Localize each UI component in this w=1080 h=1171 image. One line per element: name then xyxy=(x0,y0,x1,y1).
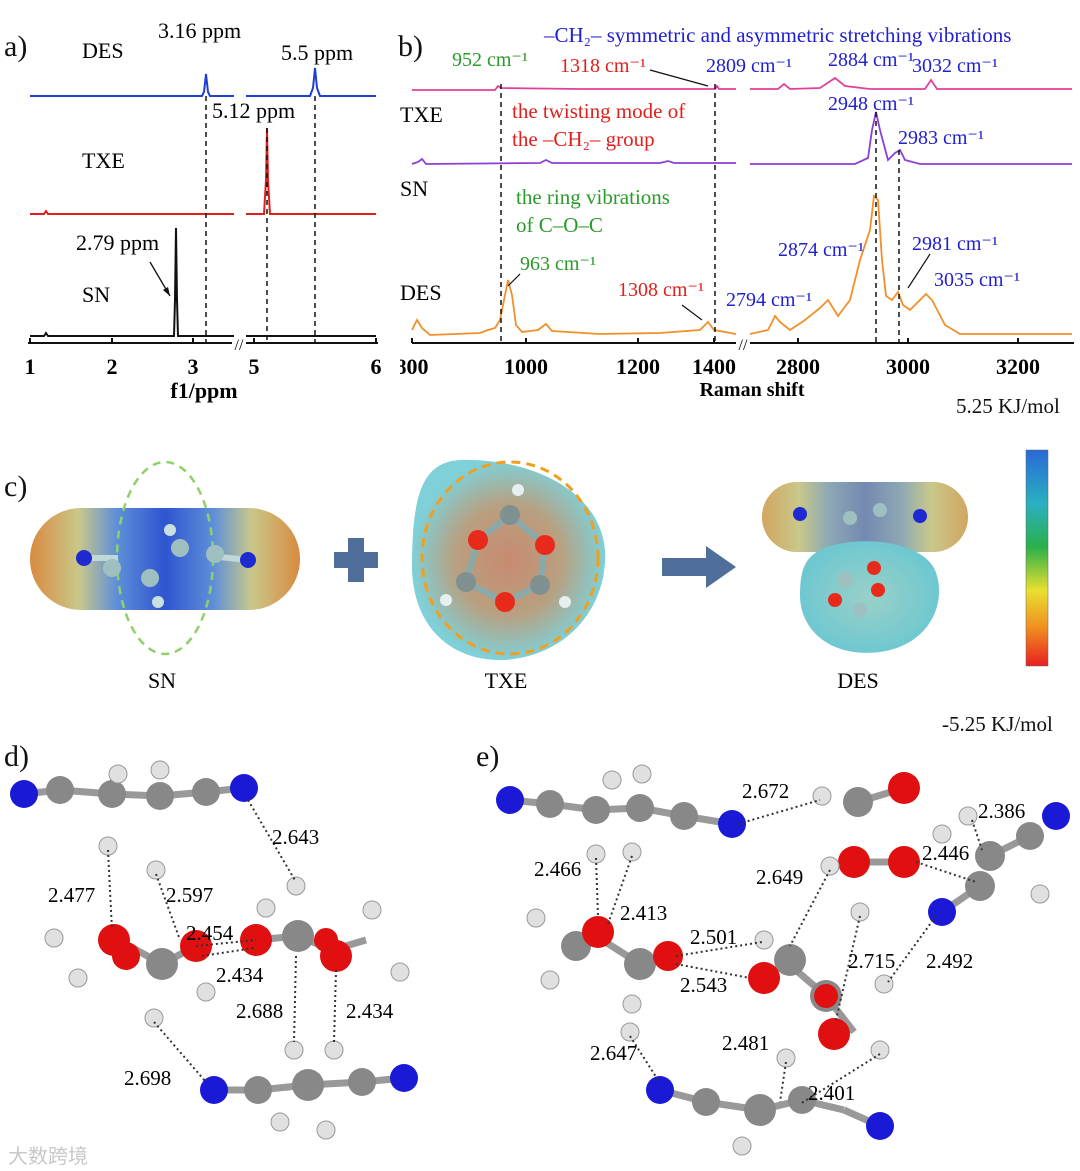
dist-d-5: 2.434 xyxy=(216,963,264,987)
dist-e-4: 2.466 xyxy=(534,857,581,881)
txe-esp-surface xyxy=(412,460,605,660)
nmr-xlabel: f1/ppm xyxy=(170,378,237,403)
raman-chart: 800 1000 1200 1400 2800 3000 3200 // Ram… xyxy=(400,0,1080,410)
dist-d-7: 2.434 xyxy=(346,999,394,1023)
esp-label-sn: SN xyxy=(148,668,176,693)
raman-ann-3032: 3032 cm⁻¹ xyxy=(912,55,998,77)
raman-trace-txe xyxy=(412,78,1072,90)
dist-e-3: 2.446 xyxy=(922,841,969,865)
nmr-peak-sn-279: 2.79 ppm xyxy=(76,230,159,255)
structure-e: 2.672 2.386 2.446 2.466 2.413 2.649 2.50… xyxy=(480,760,1080,1170)
nmr-peak-des-316: 3.16 ppm xyxy=(158,18,241,43)
raman-ann-2948: 2948 cm⁻¹ xyxy=(828,93,914,115)
raman-ann-twist-2: the –CH₂– group xyxy=(512,127,655,151)
nmr-peak-des-55: 5.5 ppm xyxy=(281,40,353,65)
esp-label-txe: TXE xyxy=(485,668,528,693)
dist-e-12: 2.481 xyxy=(722,1031,769,1055)
nmr-tick-1: 1 xyxy=(25,354,36,379)
dist-e-13: 2.401 xyxy=(808,1081,855,1105)
raman-ann-1318: 1318 cm⁻¹ xyxy=(560,55,646,77)
dist-d-4: 2.454 xyxy=(186,921,234,945)
dist-d-3: 2.643 xyxy=(272,825,319,849)
watermark: 大数跨境 xyxy=(8,1140,88,1169)
nmr-tick-6: 6 xyxy=(371,354,382,379)
raman-label-sn: SN xyxy=(400,176,428,201)
raman-ann-ring-2: of C–O–C xyxy=(516,213,603,237)
sn-esp-surface xyxy=(30,462,300,654)
dist-e-2: 2.386 xyxy=(978,799,1025,823)
raman-ann-2981: 2981 cm⁻¹ xyxy=(912,233,998,255)
nmr-chart: 1 2 3 5 6 // f1/ppm DES TXE SN 3.16 ppm … xyxy=(0,0,400,410)
raman-tick-1400: 1400 xyxy=(692,354,736,379)
des-esp-surface xyxy=(762,482,968,653)
nmr-trace-des xyxy=(30,68,376,96)
dist-e-7: 2.501 xyxy=(690,925,737,949)
dist-d-6: 2.688 xyxy=(236,999,283,1023)
esp-color-scale xyxy=(1026,450,1048,666)
raman-label-des: DES xyxy=(400,280,442,305)
raman-tick-1000: 1000 xyxy=(504,354,548,379)
dist-e-9: 2.715 xyxy=(848,949,895,973)
raman-ann-2874: 2874 cm⁻¹ xyxy=(778,239,864,261)
dist-e-5: 2.413 xyxy=(620,901,667,925)
raman-ann-2884: 2884 cm⁻¹ xyxy=(828,49,914,71)
raman-ann-2983: 2983 cm⁻¹ xyxy=(898,127,984,149)
nmr-label-sn: SN xyxy=(82,282,110,307)
nmr-label-txe: TXE xyxy=(82,148,125,173)
raman-tick-800: 800 xyxy=(400,354,429,379)
nmr-axis-break: // xyxy=(235,337,244,354)
nmr-tick-5: 5 xyxy=(249,354,260,379)
raman-ann-twist-1: the twisting mode of xyxy=(512,99,685,123)
dist-d-1: 2.477 xyxy=(48,883,95,907)
raman-tick-3200: 3200 xyxy=(996,354,1040,379)
structure-d: 2.477 2.597 2.643 2.454 2.434 2.688 2.43… xyxy=(0,760,470,1160)
raman-tick-1200: 1200 xyxy=(616,354,660,379)
raman-tick-3000: 3000 xyxy=(886,354,930,379)
esp-label-des: DES xyxy=(837,668,879,693)
raman-label-txe: TXE xyxy=(400,102,443,127)
raman-ann-2809: 2809 cm⁻¹ xyxy=(706,55,792,77)
nmr-peak-txe-512: 5.12 ppm xyxy=(212,98,295,123)
dist-e-10: 2.492 xyxy=(926,949,973,973)
dist-e-1: 2.672 xyxy=(742,779,789,803)
raman-trace-des xyxy=(412,196,1072,335)
raman-title: –CH₂– symmetric and asymmetric stretchin… xyxy=(543,23,1011,47)
nmr-tick-2: 2 xyxy=(107,354,118,379)
nmr-tick-3: 3 xyxy=(188,354,199,379)
nmr-label-des: DES xyxy=(82,38,124,63)
raman-ann-2794: 2794 cm⁻¹ xyxy=(726,289,812,311)
plus-icon xyxy=(334,538,378,582)
dist-d-8: 2.698 xyxy=(124,1066,171,1090)
dist-e-6: 2.649 xyxy=(756,865,803,889)
raman-axis-break: // xyxy=(739,337,748,354)
raman-ann-963: 963 cm⁻¹ xyxy=(520,253,596,275)
esp-figure: SN TXE DES xyxy=(0,430,1080,720)
dist-d-2: 2.597 xyxy=(166,883,213,907)
raman-ann-1308: 1308 cm⁻¹ xyxy=(618,279,704,301)
raman-tick-2800: 2800 xyxy=(776,354,820,379)
dist-e-8: 2.543 xyxy=(680,973,727,997)
arrow-right-icon xyxy=(662,546,736,588)
esp-scale-max: 5.25 KJ/mol xyxy=(956,394,1060,419)
dist-e-11: 2.647 xyxy=(590,1041,637,1065)
raman-ann-952: 952 cm⁻¹ xyxy=(452,49,528,71)
raman-ann-3035: 3035 cm⁻¹ xyxy=(934,269,1020,291)
raman-ann-ring-1: the ring vibrations xyxy=(516,185,670,209)
raman-xlabel: Raman shift xyxy=(699,379,804,401)
